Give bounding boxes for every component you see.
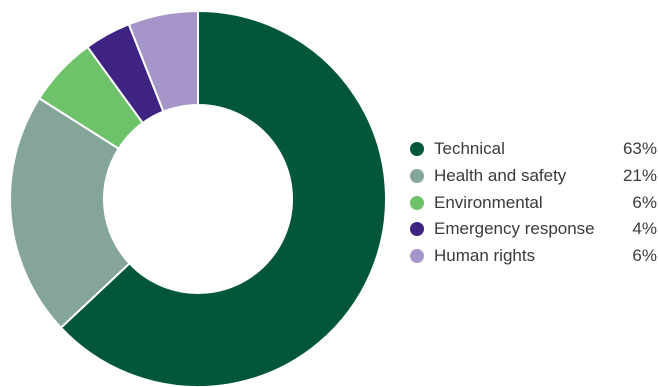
legend-value-environmental: 6%	[632, 192, 657, 212]
legend-label-technical: Technical	[434, 139, 505, 159]
donut-slice-technical	[59, 9, 387, 387]
legend-item-emergency-response: Emergency response 4%	[410, 216, 658, 243]
legend-label-human-rights: Human rights	[434, 246, 536, 266]
legend-item-human-rights: Human rights 6%	[410, 243, 658, 270]
donut-slice-human-rights	[127, 9, 199, 113]
legend-label-emergency-response: Emergency response	[434, 219, 595, 239]
legend-swatch-health-and-safety	[410, 169, 424, 184]
legend-label-environmental: Environmental	[434, 192, 543, 212]
legend-value-human-rights: 6%	[632, 246, 657, 266]
legend-swatch-technical	[410, 142, 424, 157]
legend-value-technical: 63%	[622, 139, 657, 159]
legend-item-technical: Technical 63%	[410, 136, 658, 163]
donut-chart	[9, 9, 387, 387]
legend-value-health-and-safety: 21%	[622, 166, 657, 186]
legend-value-emergency-response: 4%	[632, 219, 657, 239]
chart-legend: Technical 63% Health and safety 21% Envi…	[410, 136, 658, 269]
donut-slice-health-and-safety	[9, 96, 131, 330]
legend-swatch-human-rights	[410, 249, 424, 264]
legend-item-health-and-safety: Health and safety 21%	[410, 163, 658, 190]
legend-label-health-and-safety: Health and safety	[434, 166, 567, 186]
legend-swatch-emergency-response	[410, 222, 424, 237]
legend-item-environmental: Environmental 6%	[410, 189, 658, 216]
legend-swatch-environmental	[410, 195, 424, 210]
